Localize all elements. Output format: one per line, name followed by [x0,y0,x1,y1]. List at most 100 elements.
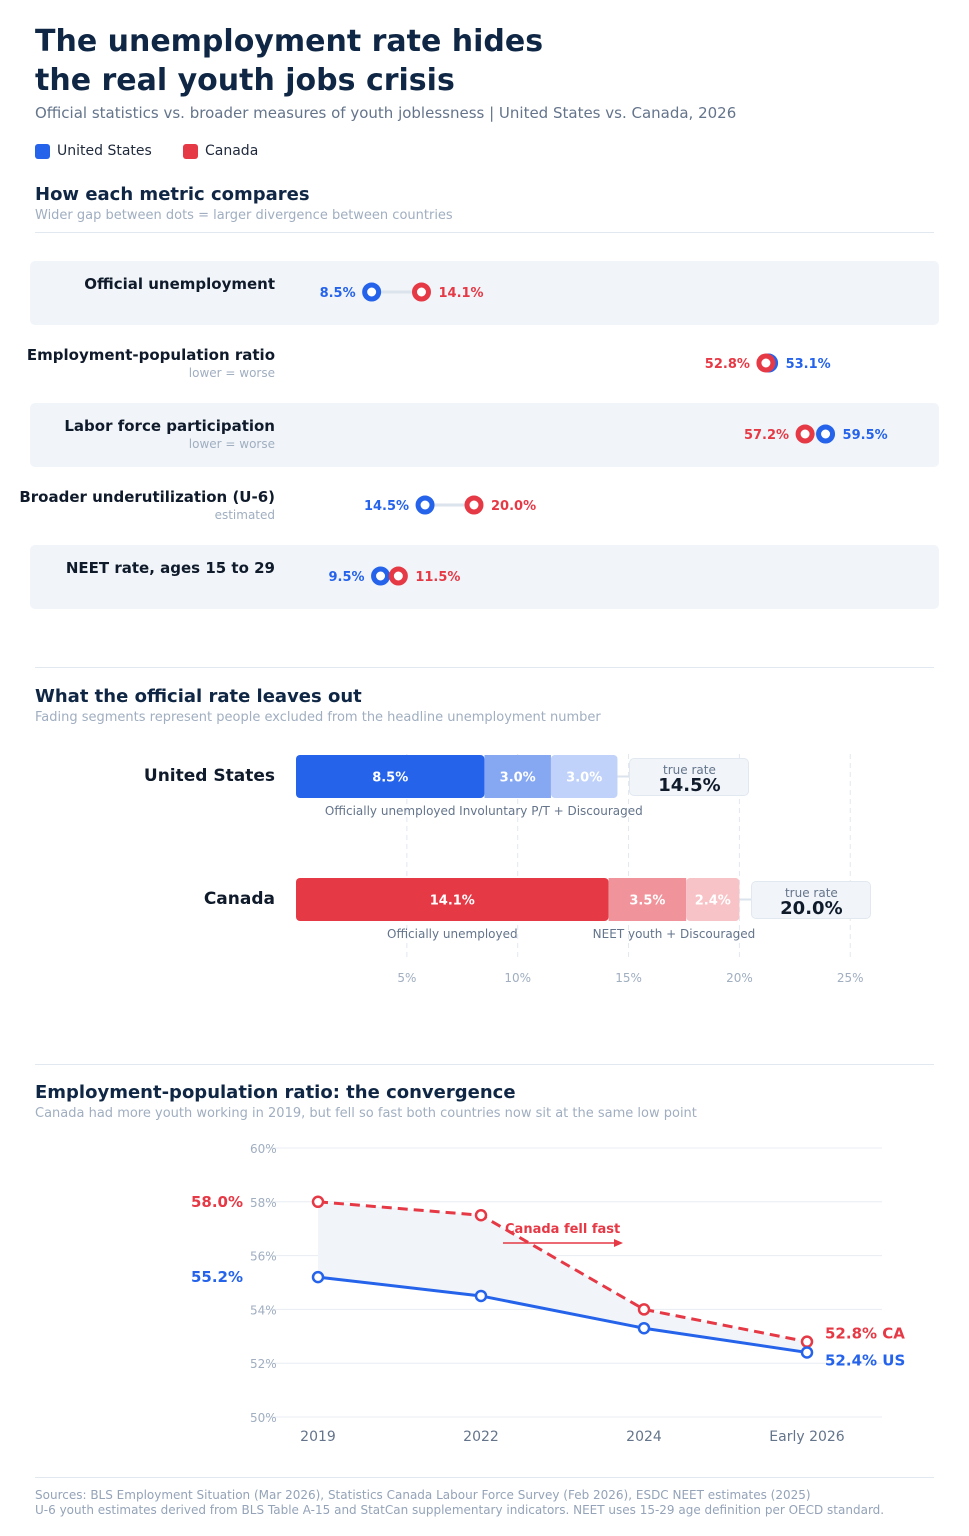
footer-sources: Sources: BLS Employment Situation (Mar 2… [35,1488,811,1502]
true-rate-label: true rate [784,886,838,900]
gap-area [318,1201,807,1353]
country-label: United States [143,765,275,786]
legend-item-us: United States [35,143,152,159]
row-band [30,545,939,609]
footer-notes: U-6 youth estimates derived from BLS Tab… [35,1503,885,1517]
us-dot [415,495,435,515]
x-tick-label: 2022 [463,1429,499,1445]
segment-label: 3.5% [629,894,665,909]
ca-value-label: 57.2% [744,428,789,443]
y-tick-label: 60% [250,1142,277,1156]
y-tick-label: 52% [250,1357,277,1371]
ca-dot [411,282,431,302]
y-tick-label: 58% [250,1196,277,1210]
legend-label: United States [57,143,152,159]
metric-label: Employment-population ratio [26,346,275,364]
section-subtitle-dot: Wider gap between dots = larger divergen… [35,208,453,223]
row-band [30,403,939,467]
divider [35,232,934,233]
metric-label: Labor force participation [64,417,275,435]
bar-segment [550,755,618,798]
ca-value-label: 11.5% [415,570,460,585]
official-caption: Officially unemployed [387,927,518,941]
ca-swatch-icon [183,143,198,159]
extra-caption: Involuntary P/T + Discouraged [459,804,643,818]
ca-start-label: 58.0% [191,1193,243,1211]
us-point [311,1270,325,1284]
metric-note: lower = worse [188,366,275,380]
ca-value-label: 20.0% [491,499,536,514]
ca-line [317,1200,808,1344]
divider [35,1477,934,1478]
ca-dot [756,353,776,373]
us-dot [816,424,836,444]
x-tick-label: 2019 [300,1429,336,1445]
true-rate-box: true rate 14.5% [629,758,750,796]
metric-label: Official unemployment [84,275,275,293]
metric-note: estimated [214,508,275,522]
bar-segment [296,755,485,798]
stacked-bar-chart: 5% 10% 15% 20% 25% 8.5% 3.0% 3.0% 14.1% 3.5% 2.4% [296,754,864,985]
ca-point [800,1335,814,1348]
x-tick-label: 2024 [626,1429,662,1445]
us-value-label: 59.5% [843,428,888,443]
us-point [800,1346,814,1359]
bar-segment [686,878,740,921]
section-title-line: Employment-population ratio: the converg… [35,1082,516,1103]
x-tick-label: 25% [837,971,864,985]
extra-caption: NEET youth + Discouraged [592,927,756,941]
official-caption: Officially unemployed [324,804,456,818]
us-dot [371,566,391,586]
ca-point [311,1195,325,1209]
us-value-label: 14.5% [364,499,409,514]
segment-label: 14.1% [430,894,475,909]
country-label: Canada [203,888,275,909]
segment-label: 8.5% [372,771,408,786]
x-tick-label: 10% [504,971,531,985]
ca-point [637,1303,651,1316]
section-title-dot: How each metric compares [35,184,310,205]
x-tick-label: 15% [615,971,642,985]
bar-segment [484,755,551,798]
x-tick-label: Early 2026 [769,1429,845,1445]
us-value-label: 9.5% [328,570,364,585]
metric-label: NEET rate, ages 15 to 29 [65,559,275,577]
legend-label: Canada [205,143,259,159]
us-value-label: 53.1% [786,357,831,372]
dot-plot: 8.5% 14.1% 53.1% 52.8% 59.5% 57.2% 14.5% 20.0% 9… [320,282,888,586]
row-band [30,261,939,325]
divider [35,667,934,668]
section-subtitle-bar: Fading segments represent people exclude… [35,710,601,725]
divider [35,1064,934,1065]
segment-label: 2.4% [695,894,731,909]
us-end-label: 52.4% US [825,1351,905,1369]
us-dot [362,282,382,302]
us-swatch-icon [35,143,50,159]
section-subtitle-line: Canada had more youth working in 2019, b… [35,1106,697,1121]
x-tick-label: 5% [397,971,416,985]
y-tick-label: 54% [250,1303,277,1317]
section-title-bar: What the official rate leaves out [35,686,362,707]
ca-end-label: 52.8% CA [825,1325,905,1343]
us-value-label: 8.5% [320,286,356,301]
annotation-text: Canada fell fast [505,1222,620,1237]
metric-label: Broader underutilization (U-6) [19,488,275,506]
true-rate-value: 20.0% [780,898,843,919]
ca-value-label: 14.1% [438,286,483,301]
us-point [637,1321,651,1335]
bar-segment [296,878,609,921]
page-title: The unemployment rate hides the real you… [35,24,544,98]
ca-dot [795,424,815,444]
ca-dot [388,566,408,586]
legend-item-ca: Canada [183,143,258,159]
us-point [474,1289,488,1303]
ca-dot [464,495,484,515]
true-rate-box: true rate 20.0% [751,881,872,919]
segment-label: 3.0% [566,771,602,786]
ca-point [474,1209,488,1222]
segment-label: 3.0% [500,771,536,786]
arrow-head-icon [614,1239,623,1247]
bar-segment [608,878,687,921]
true-rate-value: 14.5% [658,775,721,796]
